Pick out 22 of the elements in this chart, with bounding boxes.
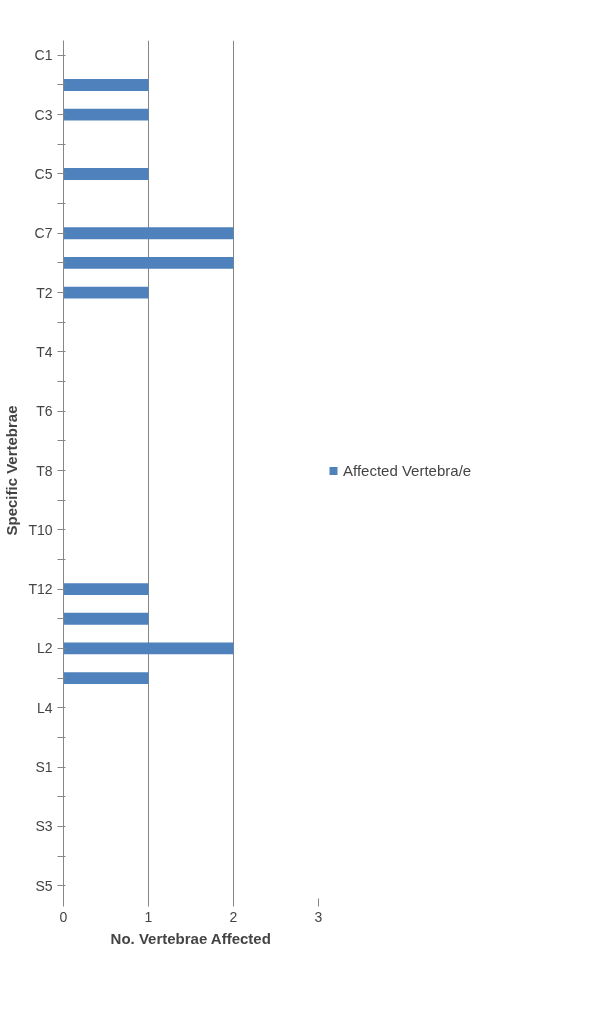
x-axis-title: No. Vertebrae Affected xyxy=(110,929,271,947)
x-tick-label: 1 xyxy=(144,908,153,925)
y-tick-label: T12 xyxy=(28,581,53,598)
y-tick-label: T8 xyxy=(36,462,53,479)
y-tick-label: C7 xyxy=(34,225,53,242)
x-tick-label: 3 xyxy=(314,908,323,925)
y-tick-label: T10 xyxy=(28,521,53,538)
y-tick-label: C3 xyxy=(34,106,53,123)
y-tick-label: L4 xyxy=(36,699,53,716)
y-tick-label: C5 xyxy=(34,165,53,182)
legend-label: Affected Vertebra/e xyxy=(343,461,472,479)
y-tick-label: S3 xyxy=(35,818,53,835)
y-tick-label: S5 xyxy=(35,877,53,894)
y-tick-label: T2 xyxy=(36,284,53,301)
x-tick-label: 2 xyxy=(229,908,238,925)
y-tick-label: T6 xyxy=(36,403,53,420)
y-tick-label: S1 xyxy=(35,759,53,776)
y-tick-label: T4 xyxy=(36,343,53,360)
y-axis-title: Specific Vertebrae xyxy=(3,405,21,536)
y-tick-label: C1 xyxy=(34,47,53,64)
y-tick-label: L2 xyxy=(36,640,53,657)
x-tick-label: 0 xyxy=(59,908,68,925)
